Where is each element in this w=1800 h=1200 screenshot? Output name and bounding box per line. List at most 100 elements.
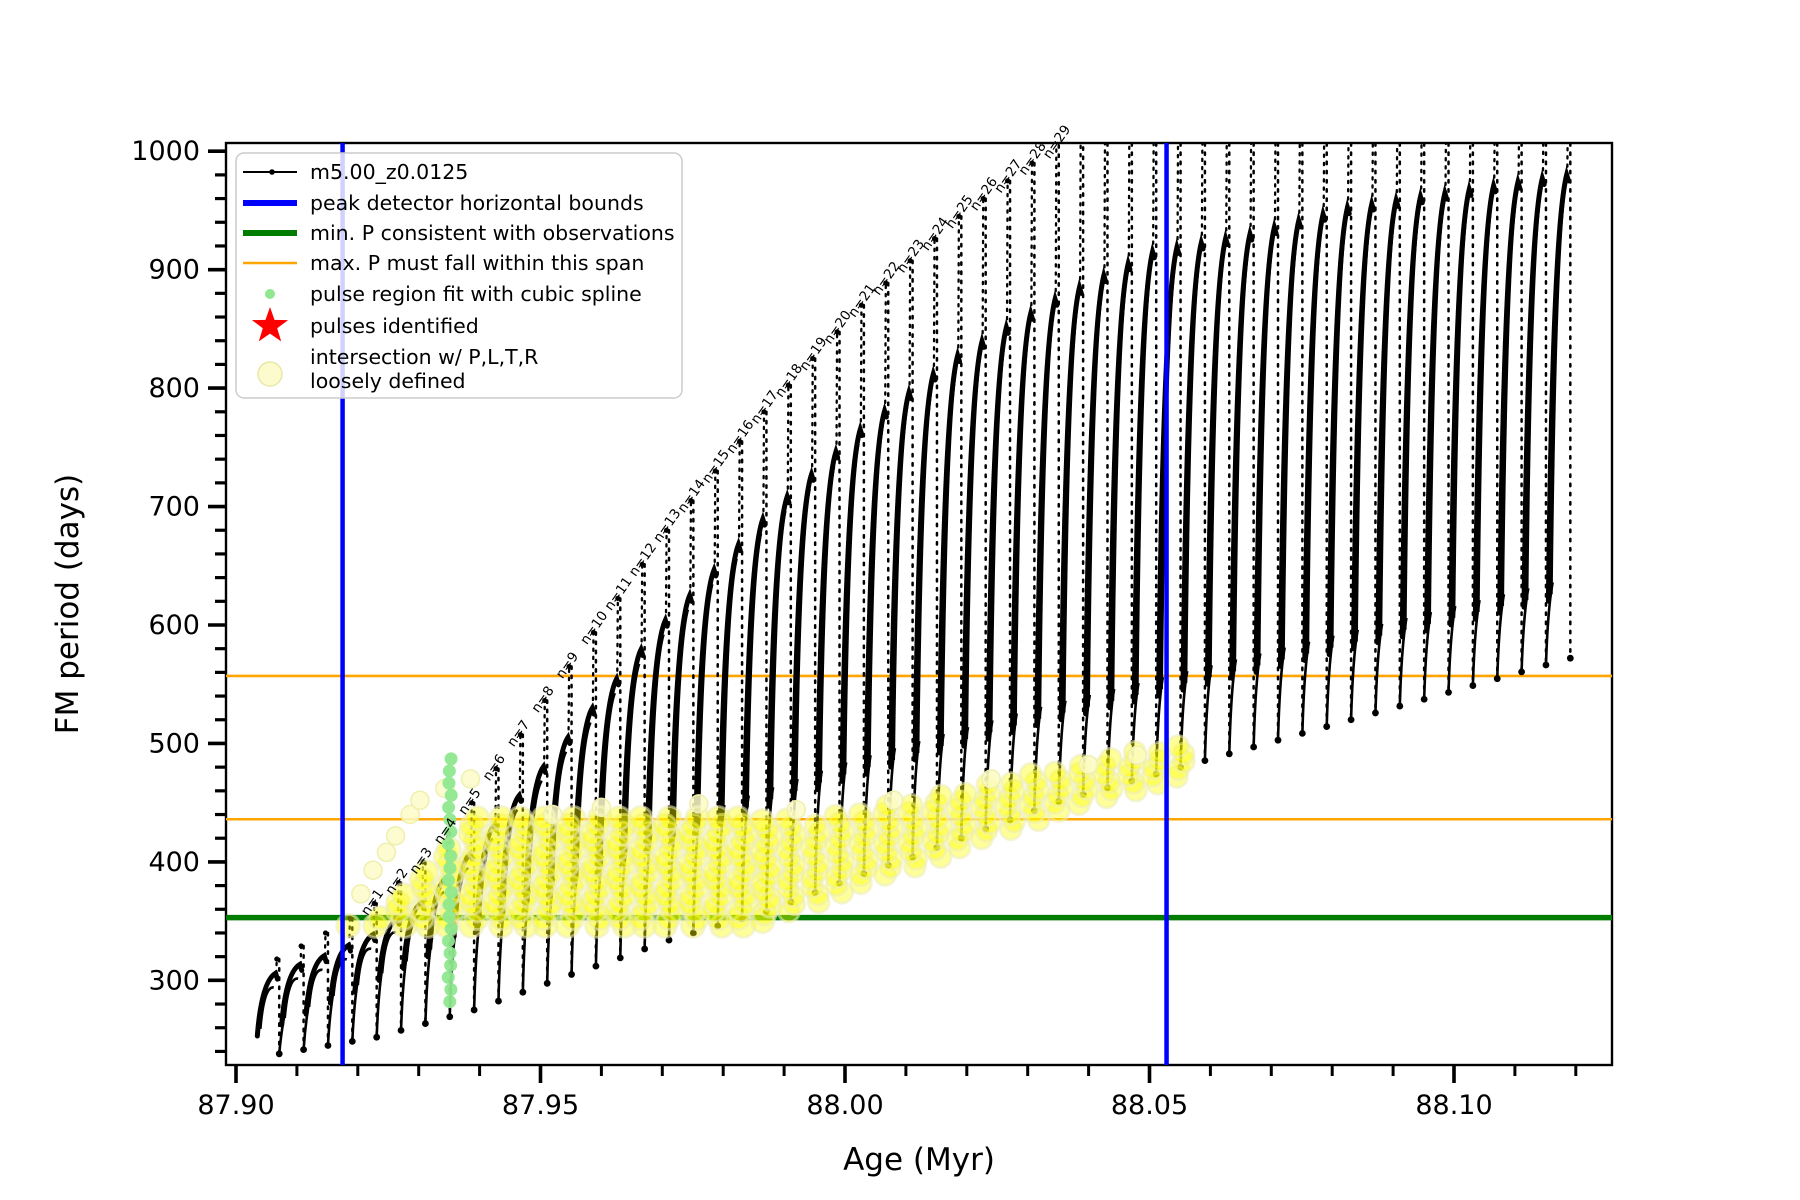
legend-entry-label: min. P consistent with observations	[310, 221, 675, 245]
pulse-n-label: n=6	[480, 751, 509, 783]
pulse-arch	[766, 488, 792, 809]
pulse-arch	[888, 383, 914, 770]
pulse-arch	[985, 318, 1011, 742]
y-tick-label: 300	[148, 965, 200, 996]
pulse-tip-dot	[616, 954, 624, 962]
pulse-arch-inner	[697, 583, 714, 827]
loose-intersection-point	[591, 797, 612, 818]
x-axis-label: Age (Myr)	[843, 1142, 995, 1178]
pulse-spike-up	[1005, 179, 1009, 329]
legend-entry-label: peak detector horizontal bounds	[310, 191, 644, 215]
legend-entry-label: m5.00_z0.0125	[310, 160, 468, 185]
pulse-arch-inner	[1452, 203, 1469, 618]
pulse-spike-up	[1030, 161, 1034, 315]
pulse-arch-inner	[1330, 221, 1347, 648]
pulse-spike-up	[1176, 143, 1180, 249]
pulse-arch	[620, 642, 646, 867]
spline-fit-point	[442, 764, 456, 778]
intersection-point	[627, 805, 654, 832]
loose-intersection-point	[1127, 745, 1148, 766]
pulse-spike-up	[957, 215, 961, 357]
pulse-spike-up	[1152, 143, 1155, 254]
pulse-spike-up	[1566, 143, 1569, 177]
intersection-point	[409, 905, 436, 932]
pulse-spike-up	[908, 259, 912, 394]
pulse-arch	[1497, 172, 1523, 616]
pulse-spike-up	[1468, 143, 1472, 191]
pulse-spike-up	[1054, 144, 1058, 301]
pulse-arch-inner	[1209, 252, 1226, 678]
pulse-spike-up	[591, 631, 595, 710]
pulse-arch-inner	[1014, 327, 1031, 726]
pulse-arch-inner	[259, 986, 274, 1030]
spline-fit-point	[444, 849, 458, 863]
pulse-arch-inner	[1136, 265, 1153, 695]
pulse-spike-up	[518, 733, 522, 797]
legend-entry-label: pulse region fit with cubic spline	[310, 282, 642, 306]
pulse-arch-inner	[624, 663, 641, 857]
spline-fit-point	[443, 995, 457, 1009]
pulse-arch	[790, 466, 816, 801]
legend-spline-marker	[265, 289, 275, 299]
pulse-arch-inner	[1525, 192, 1542, 601]
pulse-arch-inner	[1355, 218, 1372, 642]
x-tick-label: 87.95	[502, 1090, 579, 1121]
intersection-point	[803, 813, 828, 838]
spline-fit-point	[442, 800, 456, 814]
x-tick-label: 87.90	[197, 1090, 274, 1121]
x-tick-label: 88.05	[1111, 1090, 1188, 1121]
y-tick-label: 1000	[131, 136, 200, 167]
y-tick-label: 400	[148, 847, 200, 878]
pulse-spike-up	[981, 197, 985, 343]
pulse-tip-dot	[568, 971, 575, 978]
pulse-arch	[1545, 165, 1571, 604]
pulse-spike-up	[1200, 143, 1204, 245]
pulse-arch	[1448, 180, 1474, 628]
spline-fit-point	[441, 873, 455, 887]
loose-intersection-point	[410, 790, 430, 811]
spline-fit-points-layer	[441, 752, 458, 1009]
pulse-spike-up	[1103, 143, 1107, 277]
intersection-points-layer	[335, 734, 1196, 939]
pulse-arch	[1521, 169, 1547, 610]
spline-fit-point	[444, 825, 458, 839]
pulse-arch	[815, 443, 841, 793]
legend-entry-label: pulses identified	[310, 314, 479, 338]
loose-intersection-point	[786, 800, 807, 820]
intersection-point	[750, 877, 777, 904]
spline-fit-point	[444, 922, 458, 936]
spline-fit-point	[443, 813, 457, 827]
loose-intersection-point	[460, 769, 481, 789]
x-tick-label: 88.00	[806, 1090, 883, 1121]
intersection-point	[384, 897, 411, 924]
pulse-arch-inner	[989, 341, 1006, 733]
y-tick-label: 700	[148, 492, 200, 523]
pulse-spike-up	[859, 304, 863, 431]
intersection-point	[823, 803, 848, 828]
axes-frame	[224, 141, 1614, 1067]
intersection-point	[749, 808, 776, 835]
axis-ticks	[208, 149, 1578, 1083]
pulse-arch-inner	[1477, 199, 1494, 612]
pulse-arch-inner	[1379, 214, 1396, 636]
pulse-arch-inner	[916, 388, 933, 753]
pulse-arch	[1058, 278, 1084, 723]
pulse-spike-up	[786, 383, 790, 498]
intersection-point	[726, 874, 753, 901]
loose-intersection-point	[689, 794, 709, 814]
pulse-arch	[717, 536, 743, 827]
pulse-arch-inner	[1184, 257, 1201, 684]
tick-labels: 87.90 87.95 88.00 88.05 88.10 300 400 500 600 700…	[131, 136, 1492, 1121]
loose-intersection-point	[883, 790, 904, 811]
pulse-arch	[1009, 304, 1036, 735]
pulse-arch-inner	[1062, 301, 1079, 713]
loose-intersection-point	[376, 842, 397, 863]
pulse-arch-inner	[1233, 248, 1250, 672]
y-tick-label: 800	[148, 373, 200, 404]
pulse-spike-up	[616, 597, 619, 681]
spline-fit-point	[444, 958, 458, 972]
pulse-arch-inner	[770, 510, 787, 800]
pulse-arch-inner	[1111, 277, 1128, 701]
pulse-arch	[644, 613, 670, 855]
